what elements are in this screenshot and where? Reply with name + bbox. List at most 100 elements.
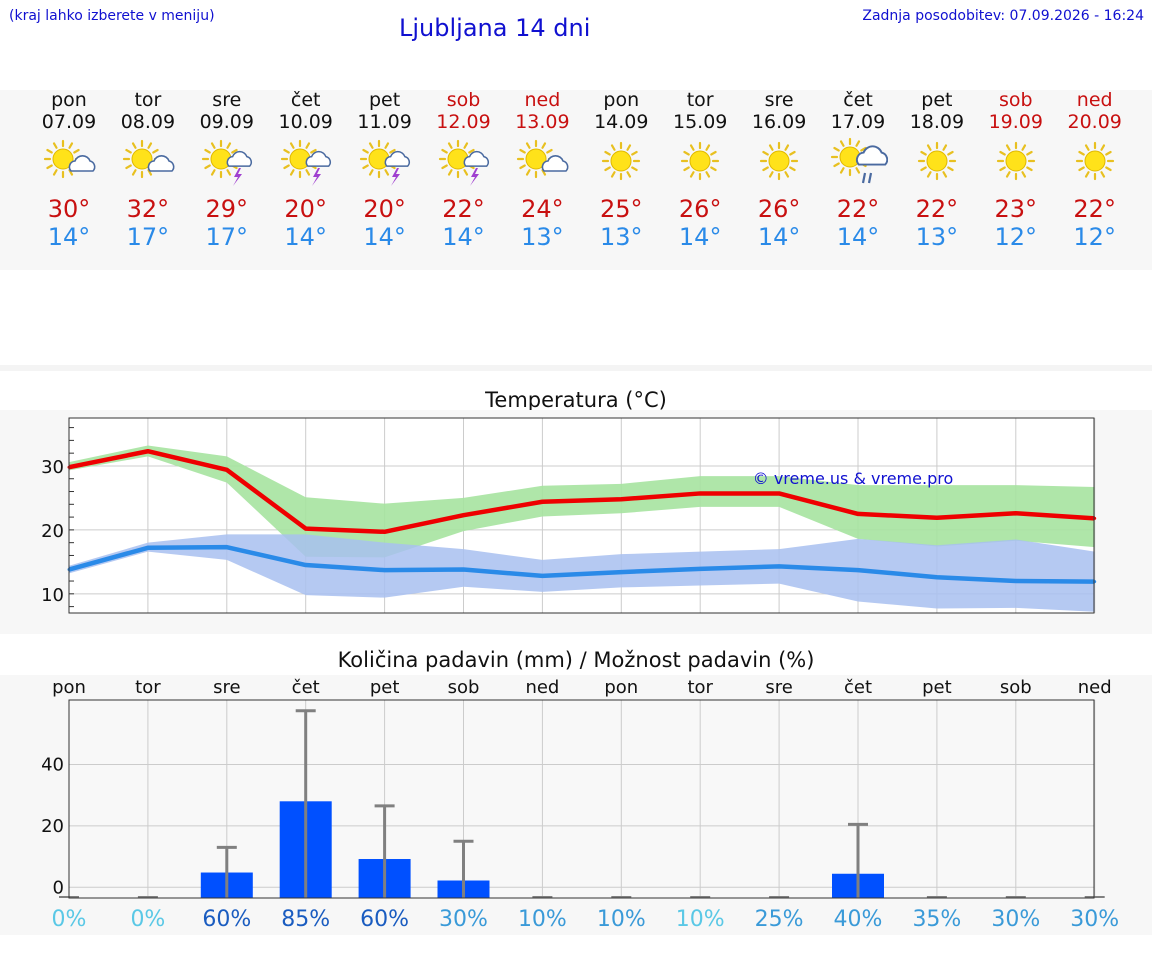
day-date: 16.09 — [751, 111, 807, 133]
weather-icon — [187, 135, 267, 187]
sun-ray — [860, 146, 867, 152]
precipitation-probability: 10% — [518, 907, 567, 932]
sun-ray — [52, 142, 58, 149]
sun-disc — [610, 150, 632, 172]
sun-ray — [204, 148, 211, 154]
max-temperature-point — [225, 468, 229, 472]
min-temperature: 17° — [126, 223, 170, 251]
sun-ray — [230, 148, 238, 154]
sun-ray — [833, 162, 840, 168]
last-updated: Zadnja posodobitev: 07.09.2026 - 16:24 — [862, 8, 1144, 24]
cloud-shape — [542, 155, 569, 172]
day-name: tor — [686, 89, 714, 111]
day-label: pon — [52, 677, 86, 698]
min-temperature: 14° — [284, 223, 327, 251]
day-column: čet 17.09 22° 14° — [818, 89, 898, 251]
sun-ray — [626, 144, 632, 151]
min-temperature: 13° — [600, 223, 643, 251]
day-date: 15.09 — [672, 111, 728, 133]
day-date: 14.09 — [594, 111, 649, 133]
sun-cloud-icon — [43, 139, 96, 179]
day-column: pon 14.09 25° 13° — [581, 89, 661, 251]
y-tick-label: 30 — [41, 457, 64, 478]
min-temperature: 14° — [442, 223, 485, 251]
sun-shape — [996, 141, 1035, 181]
sun-ray — [604, 150, 612, 156]
sun-ray — [368, 169, 374, 176]
watermark: © vreme.us & vreme.pro — [753, 469, 954, 488]
precipitation-probability: 60% — [202, 907, 251, 932]
sun-ray — [546, 148, 554, 154]
day-date: 20.09 — [1067, 111, 1122, 133]
cloud-shape — [68, 155, 96, 172]
day-column: tor 15.09 26° 14° — [660, 89, 740, 251]
sun-ray — [1100, 144, 1105, 151]
sun-ray — [282, 164, 290, 170]
day-date: 10.09 — [278, 111, 333, 133]
min-temperature-point — [304, 563, 308, 567]
max-temperature: 26° — [678, 195, 722, 223]
sun-disc — [689, 150, 711, 172]
sun-ray — [683, 166, 691, 172]
sun-ray — [1104, 166, 1112, 172]
sun-ray — [947, 166, 954, 172]
sun-disc — [1084, 150, 1106, 172]
day-name: pet — [368, 89, 401, 111]
sun-cloud-icon — [517, 139, 569, 179]
day-name: pon — [51, 89, 87, 111]
sun-ray — [920, 166, 927, 172]
day-name: pet — [921, 89, 953, 111]
sun-ray — [541, 142, 547, 149]
precipitation-probability: 0% — [52, 907, 87, 932]
day-date: 11.09 — [357, 111, 412, 133]
cloud-outline — [226, 150, 252, 167]
weather-icon — [1055, 135, 1135, 187]
day-label: sob — [1000, 677, 1032, 698]
sun-ray — [926, 171, 932, 178]
location-hint: (kraj lahko izberete v meniju) — [9, 8, 215, 24]
cloud-outline — [856, 145, 889, 166]
sun-shape — [759, 141, 799, 181]
max-temperature-point — [146, 449, 150, 453]
sun-ray — [604, 166, 612, 172]
max-temperature: 22° — [836, 195, 880, 223]
sun-ray — [131, 142, 137, 149]
sun-ray — [282, 148, 290, 154]
sun-shape — [917, 141, 956, 181]
sun-ray — [611, 144, 616, 151]
min-temperature-point — [540, 574, 544, 578]
sun-ray — [519, 148, 527, 154]
sun-ray — [1025, 150, 1033, 156]
cloud-shape — [305, 150, 331, 167]
min-temperature: 14° — [363, 223, 406, 251]
rain-drop — [867, 172, 873, 184]
sun-ray — [147, 142, 152, 149]
sun-ray — [1025, 166, 1033, 172]
sun-ray — [289, 142, 295, 149]
day-label: ned — [525, 677, 559, 698]
sun-ray — [1077, 150, 1085, 156]
weather-icon — [29, 135, 109, 187]
day-name: čet — [290, 89, 321, 111]
sun-icon — [602, 141, 641, 181]
max-temperature: 20° — [284, 195, 327, 223]
sun-icon — [1075, 141, 1114, 181]
daily-forecast-panel — [0, 90, 1152, 270]
precipitation-probability: 10% — [676, 907, 725, 932]
day-date: 13.09 — [515, 111, 570, 133]
sun-ray — [46, 148, 53, 154]
sun-ray — [210, 142, 216, 149]
sun-ray — [289, 169, 295, 176]
sun-ray — [388, 148, 396, 154]
sun-ray — [147, 169, 152, 176]
sun-ray — [1005, 171, 1011, 178]
min-temperature-point — [698, 567, 702, 571]
sun-ray — [690, 171, 695, 178]
sun-ray — [152, 148, 159, 154]
cloud-outline — [463, 150, 489, 167]
sun-ray — [999, 166, 1006, 172]
sun-ray — [361, 148, 369, 154]
day-label: pet — [922, 677, 952, 698]
sun-ray — [309, 148, 317, 154]
weather-icon — [739, 135, 819, 187]
